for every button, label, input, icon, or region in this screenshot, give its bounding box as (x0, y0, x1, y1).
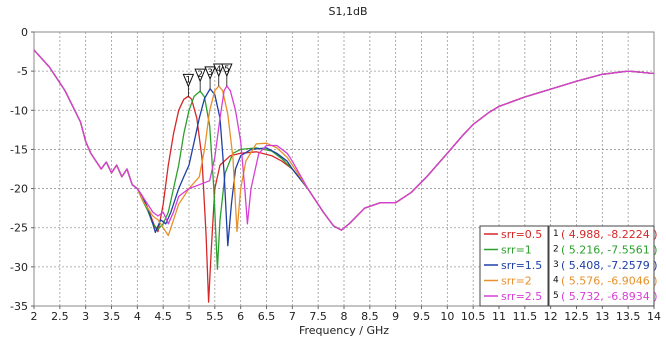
x-tick-label: 3 (82, 310, 89, 323)
legend-label: srr=0.5 (501, 228, 542, 241)
x-tick-label: 5.5 (206, 310, 224, 323)
x-tick-label: 8.5 (361, 310, 379, 323)
x-axis-label: Frequency / GHz (299, 324, 389, 337)
x-tick-label: 11.5 (513, 310, 538, 323)
legend-label: srr=2 (501, 275, 532, 288)
x-tick-label: 12.5 (564, 310, 589, 323)
y-tick-label: -15 (10, 143, 28, 156)
x-tick-label: 9.5 (413, 310, 431, 323)
marker-triangle (204, 66, 216, 81)
x-tick-label: 7.5 (309, 310, 327, 323)
marker-readout-value: ( 5.732, -6.8934 ) (561, 290, 658, 303)
marker-id: 3 (207, 68, 213, 78)
x-tick-label: 14 (647, 310, 661, 323)
x-tick-label: 9 (392, 310, 399, 323)
marker-readout-id: 2 (553, 245, 559, 255)
y-tick-label: -10 (10, 104, 28, 117)
x-tick-label: 4 (134, 310, 141, 323)
y-tick-label: -25 (10, 222, 28, 235)
marker-readout-id: 4 (553, 276, 559, 286)
marker-readout: 1( 4.988, -8.2224 )2( 5.216, -7.5561 )3(… (548, 225, 658, 307)
marker-triangle (213, 63, 225, 78)
x-tick-label: 7 (289, 310, 296, 323)
legend: srr=0.5 srr=1 srr=1.5 srr=2 srr=2.5 (479, 225, 549, 307)
y-tick-label: -35 (10, 300, 28, 313)
marker-triangle (182, 73, 195, 88)
marker-readout-value: ( 5.408, -7.2579 ) (561, 259, 658, 272)
x-tick-label: 3.5 (103, 310, 121, 323)
marker-id: 2 (197, 70, 203, 80)
axis-ticks: 2 2.5 3 3.5 4 4.5 5 5.5 6 6.5 7 7.5 8 8.5 9 9.5 10 10.5 11… (10, 26, 661, 323)
y-tick-label: -30 (10, 261, 28, 274)
x-tick-label: 6.5 (258, 310, 276, 323)
y-tick-label: 0 (21, 26, 28, 39)
x-tick-label: 2 (31, 310, 38, 323)
x-tick-label: 4.5 (154, 310, 172, 323)
x-tick-label: 10 (440, 310, 454, 323)
x-tick-label: 10.5 (461, 310, 486, 323)
series-lines (33, 49, 655, 303)
marker-readout-frame (548, 225, 655, 307)
markers: 12 3 4 5 (182, 63, 233, 97)
chart-title: S1,1dB (328, 5, 367, 18)
marker-id: 5 (224, 65, 230, 75)
marker-id: 1 (186, 75, 192, 85)
marker-readout-value: ( 5.216, -7.5561 ) (561, 244, 658, 257)
legend-label: srr=1.5 (501, 259, 542, 272)
marker-readout-id: 1 (553, 229, 559, 239)
x-tick-label: 11 (492, 310, 506, 323)
marker-id: 4 (216, 65, 222, 75)
y-tick-label: -5 (17, 65, 28, 78)
x-tick-label: 12 (544, 310, 558, 323)
marker-triangle (221, 63, 233, 78)
x-tick-label: 2.5 (51, 310, 69, 323)
x-tick-label: 6 (237, 310, 244, 323)
legend-label: srr=1 (501, 244, 532, 257)
series-line (33, 49, 655, 231)
legend-frame (479, 225, 549, 307)
x-tick-label: 13.5 (616, 310, 641, 323)
y-tick-label: -20 (10, 183, 28, 196)
x-tick-label: 13 (595, 310, 609, 323)
marker-readout-value: ( 5.576, -6.9046 ) (561, 275, 658, 288)
marker-readout-id: 5 (553, 291, 559, 301)
x-tick-label: 5 (186, 310, 193, 323)
legend-label: srr=2.5 (501, 290, 542, 303)
marker-triangle (194, 68, 206, 83)
marker-readout-id: 3 (553, 260, 559, 270)
marker-readout-value: ( 4.988, -8.2224 ) (561, 228, 658, 241)
x-tick-label: 8 (341, 310, 348, 323)
